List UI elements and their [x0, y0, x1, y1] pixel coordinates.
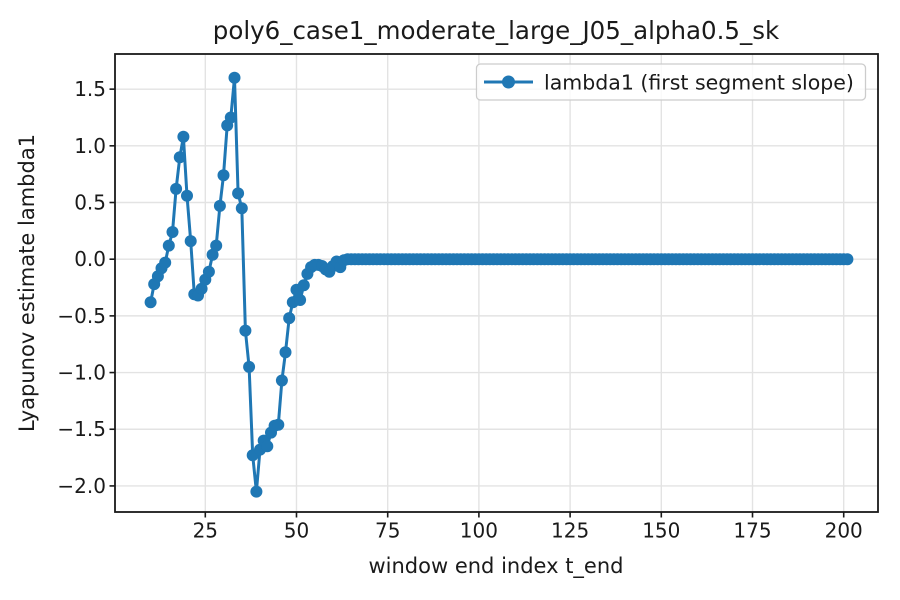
tick-layer: 25 50 75 100 125 150 175 200 1.5 1.0 0.5 0.0 −0.5 −1.…	[57, 77, 862, 542]
data-point-marker	[159, 256, 172, 269]
y-tick-label: 1.0	[74, 134, 106, 158]
data-point-marker	[232, 187, 245, 200]
x-tick-label: 200	[825, 519, 863, 543]
data-point-marker	[224, 111, 237, 124]
data-point-marker	[297, 279, 310, 292]
y-tick-label: 0.5	[74, 191, 106, 215]
data-point-marker	[243, 360, 256, 373]
legend: lambda1 (first segment slope)	[475, 63, 867, 101]
y-axis-label: Lyapunov estimate lambda1	[15, 134, 39, 432]
y-tick-label: 0.0	[74, 247, 106, 271]
data-point-marker	[217, 169, 230, 182]
data-point-marker	[166, 226, 179, 238]
data-point-marker	[294, 294, 307, 306]
legend-label: lambda1 (first segment slope)	[544, 71, 854, 95]
x-tick-label: 125	[551, 519, 589, 543]
y-tick-label: 1.5	[74, 77, 106, 101]
y-tick-label: −1.5	[57, 417, 106, 441]
data-point-marker	[162, 239, 175, 252]
data-point-marker	[228, 71, 241, 84]
data-point-marker	[170, 182, 183, 195]
data-point-marker	[272, 418, 285, 431]
data-point-marker	[210, 239, 223, 252]
data-point-marker	[841, 253, 854, 266]
chart-title: poly6_case1_moderate_large_J05_alpha0.5_…	[213, 16, 780, 45]
data-point-marker	[144, 296, 157, 309]
x-tick-label: 50	[284, 519, 309, 543]
data-point-marker	[239, 324, 252, 337]
y-tick-label: −2.0	[57, 474, 106, 498]
plot-border	[114, 53, 879, 513]
data-point-marker	[173, 151, 186, 164]
data-series	[144, 71, 854, 498]
data-point-marker	[235, 202, 248, 215]
data-point-marker	[195, 282, 208, 295]
data-point-marker	[261, 440, 274, 453]
data-point-marker	[250, 485, 263, 498]
y-tick-label: −0.5	[57, 304, 106, 328]
data-point-marker	[181, 189, 193, 202]
x-tick-label: 175	[733, 519, 771, 543]
data-point-marker	[177, 130, 190, 143]
x-axis-label: window end index t_end	[368, 554, 623, 579]
legend-sample-marker	[502, 75, 515, 89]
x-tick-label: 75	[375, 519, 400, 543]
data-point-marker	[206, 248, 219, 261]
data-point-marker	[275, 374, 288, 387]
data-point-marker	[283, 312, 296, 325]
legend-frame	[475, 63, 867, 101]
data-point-marker	[184, 235, 197, 248]
y-tick-label: −1.0	[57, 361, 106, 385]
data-point-marker	[279, 346, 292, 359]
x-tick-label: 150	[642, 519, 680, 543]
data-point-marker	[213, 199, 226, 212]
data-point-marker	[202, 265, 215, 278]
x-tick-label: 100	[460, 519, 498, 543]
x-tick-label: 25	[193, 519, 218, 543]
